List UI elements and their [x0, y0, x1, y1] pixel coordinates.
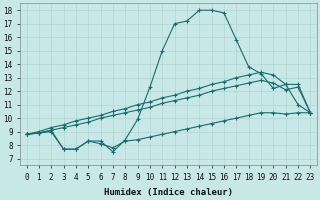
X-axis label: Humidex (Indice chaleur): Humidex (Indice chaleur) — [104, 188, 233, 197]
